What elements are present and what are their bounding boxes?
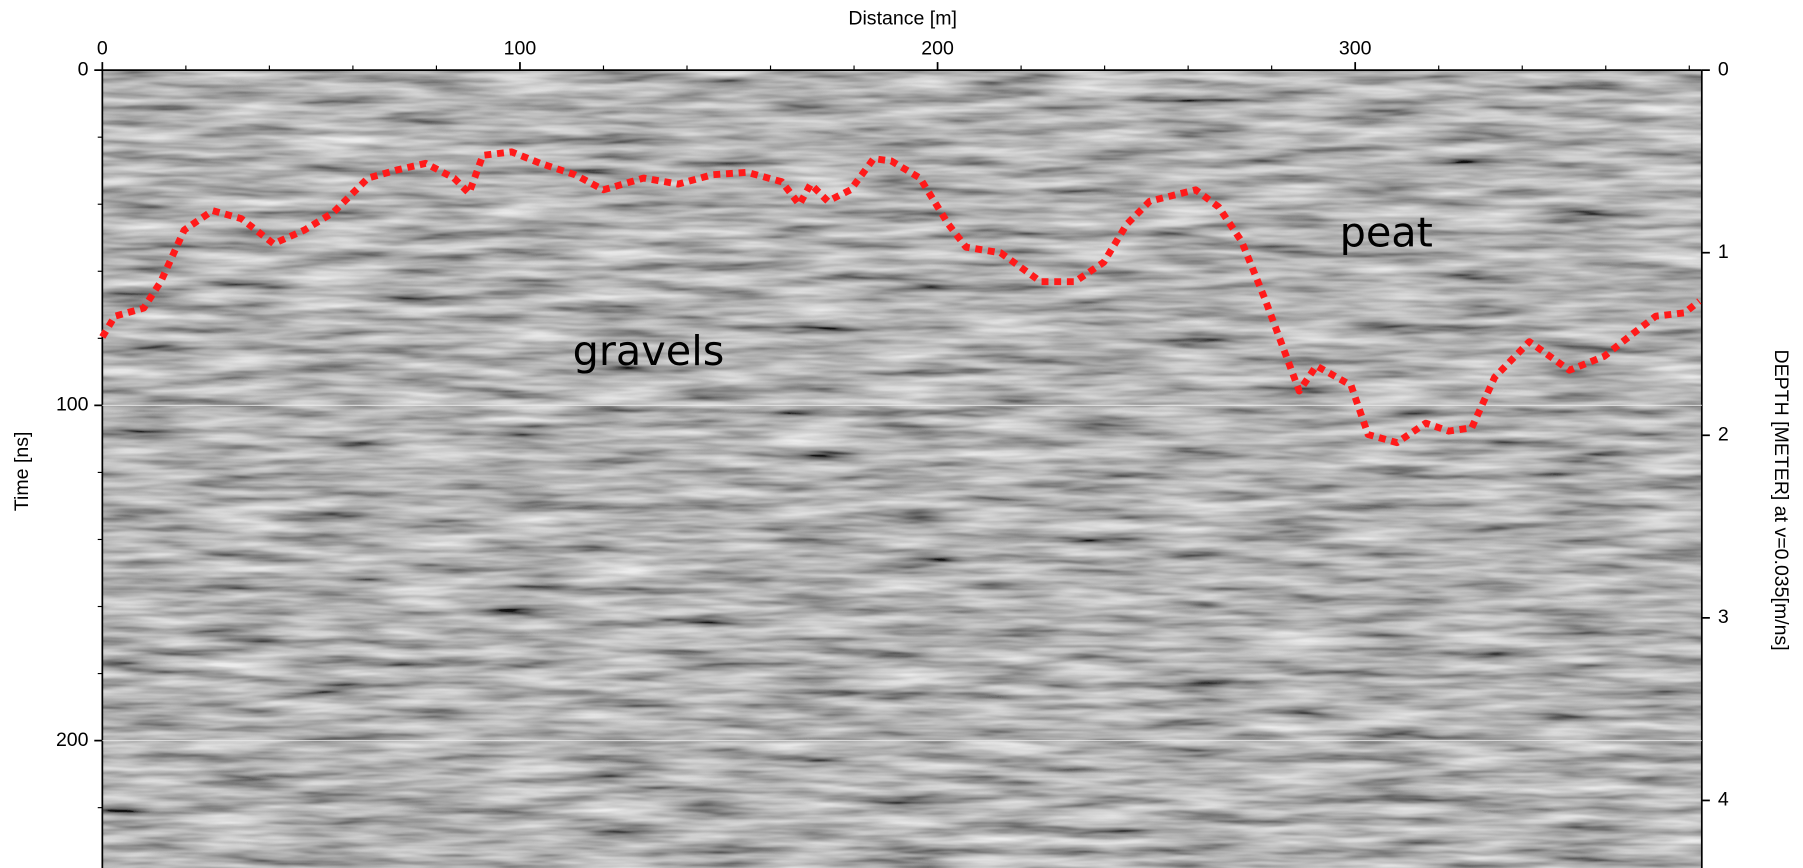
y2-tick-label: 4 (1718, 789, 1729, 811)
x-tick-label: 300 (1339, 38, 1372, 60)
y-tick-label: 0 (78, 58, 89, 80)
y-tick-label: 100 (56, 394, 89, 416)
y2-tick-label: 1 (1718, 241, 1729, 263)
x-tick-label: 0 (97, 38, 108, 60)
radargram (102, 70, 1701, 868)
x-tick-label: 100 (504, 38, 537, 60)
page: Distance [m] Time [ns] DEPTH [METER] at … (0, 0, 1803, 868)
y2-tick-label: 3 (1718, 606, 1729, 628)
y2-tick-label: 2 (1718, 423, 1729, 445)
x-tick-label: 200 (921, 38, 954, 60)
annotation: gravels (573, 327, 725, 375)
x-axis-title: Distance [m] (848, 8, 957, 30)
y-tick-label: 200 (56, 729, 89, 751)
y2-axis-title: DEPTH [METER] at v=0.035[m/ns] (1770, 350, 1792, 651)
y2-tick-label: 0 (1718, 58, 1729, 80)
y-axis-title: Time [ns] (11, 432, 33, 512)
chart: Distance [m] Time [ns] DEPTH [METER] at … (0, 0, 1803, 868)
annotation: peat (1340, 209, 1433, 257)
